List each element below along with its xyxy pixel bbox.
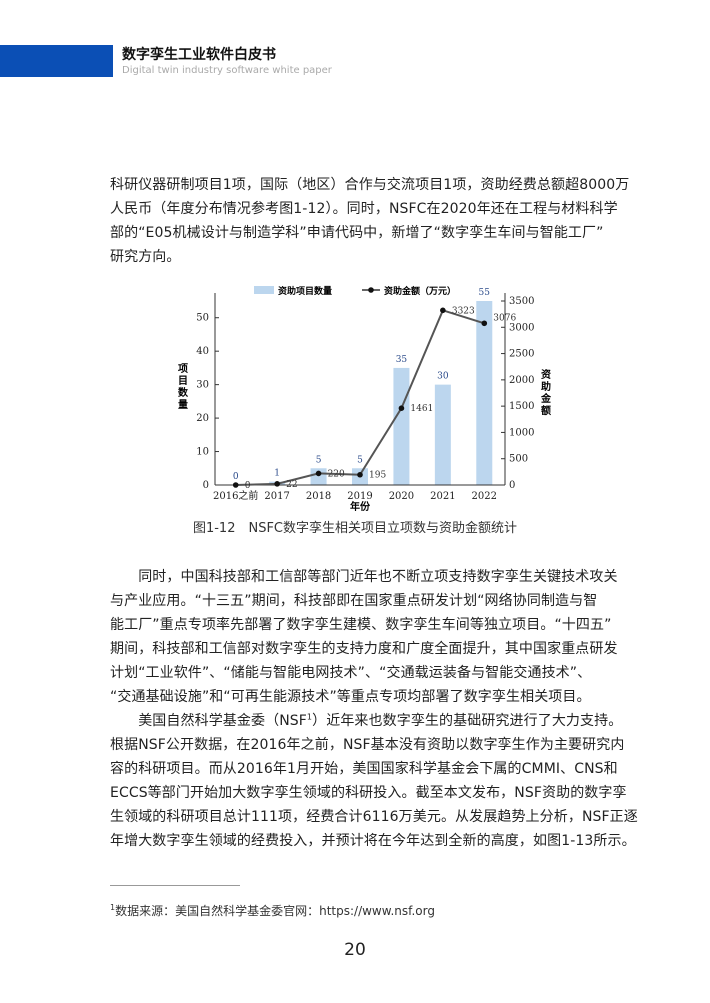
x-axis-label: 年份 [350,500,371,513]
y-axis-label-char: 目 [178,375,188,387]
text-line: 美国自然科学基金委（NSF1）近年来也数字孪生的基础研究进行了大力支持。 [110,710,622,730]
bar-data-label: 1 [274,469,280,479]
line-data-label: 3323 [452,306,475,316]
text-line: “交通基础设施”和“可再生能源技术”等重点专项均部署了数字孪生相关项目。 [110,689,591,705]
bar [434,384,451,485]
line-point [481,320,488,327]
right-y-axis-label-char: 助 [541,380,551,393]
text-line: 科研仪器研制项目1项，国际（地区）合作与交流项目1项，资助经费总额超8000万 [110,177,630,193]
bar-data-label: 30 [437,372,449,382]
footnote-mark: 1 [110,903,116,912]
bar [393,367,410,485]
right-tick-label: 3500 [509,296,534,307]
line-data-label: 22 [286,480,297,490]
line-data-label: 195 [369,471,386,481]
bar [310,468,327,485]
text-line: ECCS等部门开始加大数字孪生领域的科研投入。截至本文发布，NSF资助的数字孪 [110,785,627,801]
left-tick-label: 10 [196,447,209,458]
line-data-label: 0 [245,481,251,491]
legend-bar-label: 资助项目数量 [278,285,332,297]
figure-caption: 图1-12 NSFC数字孪生相关项目立项数与资助金额统计 [192,521,518,536]
text-segment: 美国自然科学基金委（NSF [110,713,307,729]
line-data-label: 1461 [410,404,433,414]
right-y-axis-label-char: 资 [541,368,551,381]
right-tick-label: 2500 [509,349,534,360]
bar [476,301,493,485]
chart: 0 15 5353055010203040500500100015002000250… [178,285,552,513]
x-tick-label: 2017 [264,491,289,502]
x-tick-label: 2018 [306,491,331,502]
right-tick-label: 3000 [509,322,534,333]
right-tick-label: 1000 [509,427,534,438]
bar-data-label: 35 [396,355,408,365]
bar-data-label: 5 [357,455,363,465]
right-y-axis-label-char: 额 [541,404,551,417]
bar-data-label: 5 [316,455,322,465]
header-subtitle: Digital twin industry software white pap… [122,65,332,76]
header-accent-bar [0,45,113,77]
text-line: 根据NSF公开数据，在2016年之前，NSF基本没有资助以数字孪生作为主要研究内 [110,737,625,753]
legend-line-marker [368,287,374,293]
bar-data-label: 0 [233,472,239,482]
text-line: 容的科研项目。而从2016年1月开始，美国国家科学基金会下属的CMMI、CNS和 [110,761,618,777]
x-tick-label: 2022 [472,491,497,502]
footnote-text: 数据来源：美国自然科学基金委官网：https://www.nsf.org [115,904,435,918]
x-tick-label: 2021 [430,491,455,502]
text-line: 生领域的科研项目总计111项，经费合计6116万美元。从发展趋势上分析，NSF正… [110,809,638,825]
right-tick-label: 1500 [509,401,534,412]
x-tick-label: 2020 [389,491,414,502]
left-tick-label: 0 [203,480,209,491]
y-axis-label-char: 量 [178,398,188,411]
right-y-axis-label-char: 金 [540,392,552,405]
page-number: 20 [344,940,366,960]
left-tick-label: 30 [196,380,209,391]
right-tick-label: 2000 [509,375,534,386]
text-line: 年增大数字孪生领域的经费投入，并预计将在今年达到全新的高度，如图1-13所示。 [110,833,636,849]
text-line: 人民币（年度分布情况参考图1-12）。同时，NSFC在2020年还在工程与材料科… [110,201,618,217]
line-data-label: 220 [328,469,345,479]
right-tick-label: 500 [509,454,528,465]
text-line: 期间，科技部和工信部对数字孪生的支持力度和广度全面提升，其中国家重点研发 [110,641,618,657]
text-line: 能工厂”重点专项率先部署了数字孪生建模、数字孪生车间等独立项目。“十四五” [110,617,612,633]
text-segment: ）近年来也数字孪生的基础研究进行了大力支持。 [312,713,623,729]
line-point [232,482,239,488]
line-point [315,470,322,477]
text-line: 计划“工业软件”、“储能与智能电网技术”、“交通载运装备与智能交通技术”、 [110,665,592,681]
right-tick-label: 0 [509,480,515,491]
text-line: 研究方向。 [110,249,181,265]
bar-data-label: 55 [479,288,491,298]
left-tick-label: 20 [196,413,209,424]
legend-bar-swatch [254,286,274,294]
line-point [440,307,446,314]
text-line: 部的“E05机械设计与制造学科”申请代码中，新增了“数字孪生车间与智能工厂” [110,225,604,241]
y-axis-label-char: 项 [178,363,188,375]
footnote: 1数据来源：美国自然科学基金委官网：https://www.nsf.org [110,902,435,919]
left-tick-label: 40 [196,346,209,357]
line-data-label: 3076 [493,313,516,323]
y-axis-label-char: 数 [178,386,189,399]
line-point [357,471,363,478]
footnote-ref[interactable]: 1 [306,712,313,722]
line-point [274,481,280,487]
legend-line-label: 资助金额（万元） [384,285,456,297]
footnote-divider [110,885,240,886]
left-tick-label: 50 [196,313,209,324]
line-point [398,405,405,411]
x-tick-label: 2016之前 [213,489,258,502]
text-line: 同时，中国科技部和工信部等部门近年也不断立项支持数字孪生关键技术攻关 [110,569,618,585]
x-tick-label: 2019 [347,491,372,502]
text-line: 与产业应用。“十三五”期间，科技部即在国家重点研发计划“网络协同制造与智 [110,593,598,609]
header-title: 数字孪生工业软件白皮书 [122,47,276,63]
